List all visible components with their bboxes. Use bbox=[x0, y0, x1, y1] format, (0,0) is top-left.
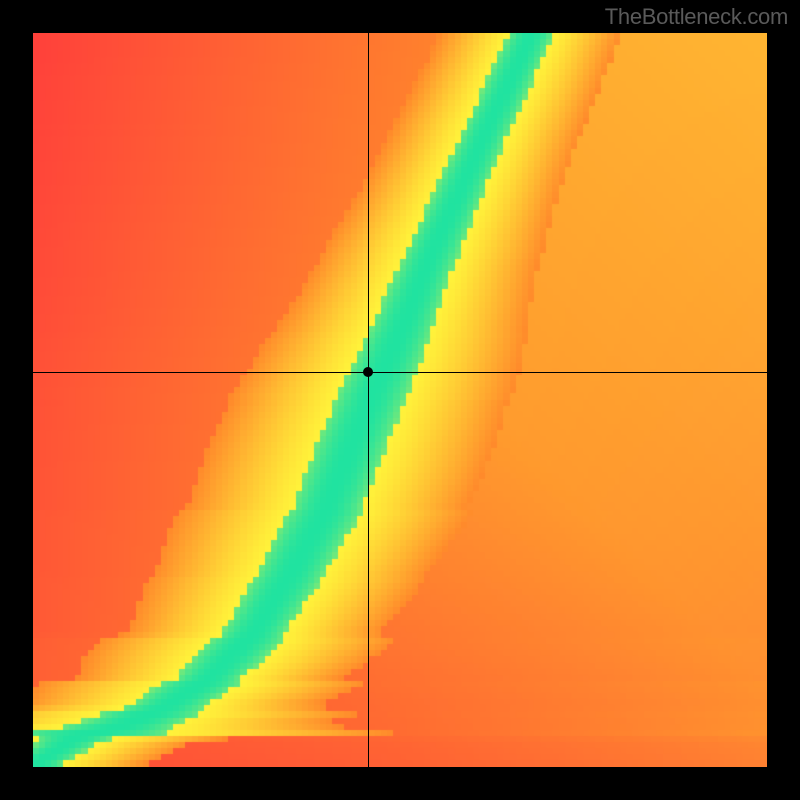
bottleneck-heatmap bbox=[33, 33, 767, 767]
plot-border-left bbox=[0, 33, 33, 767]
crosshair-horizontal bbox=[33, 372, 767, 373]
plot-border-right bbox=[767, 33, 800, 767]
crosshair-vertical bbox=[368, 33, 369, 767]
selection-marker bbox=[363, 367, 373, 377]
watermark-text: TheBottleneck.com bbox=[605, 4, 788, 30]
plot-border-bottom bbox=[0, 767, 800, 800]
